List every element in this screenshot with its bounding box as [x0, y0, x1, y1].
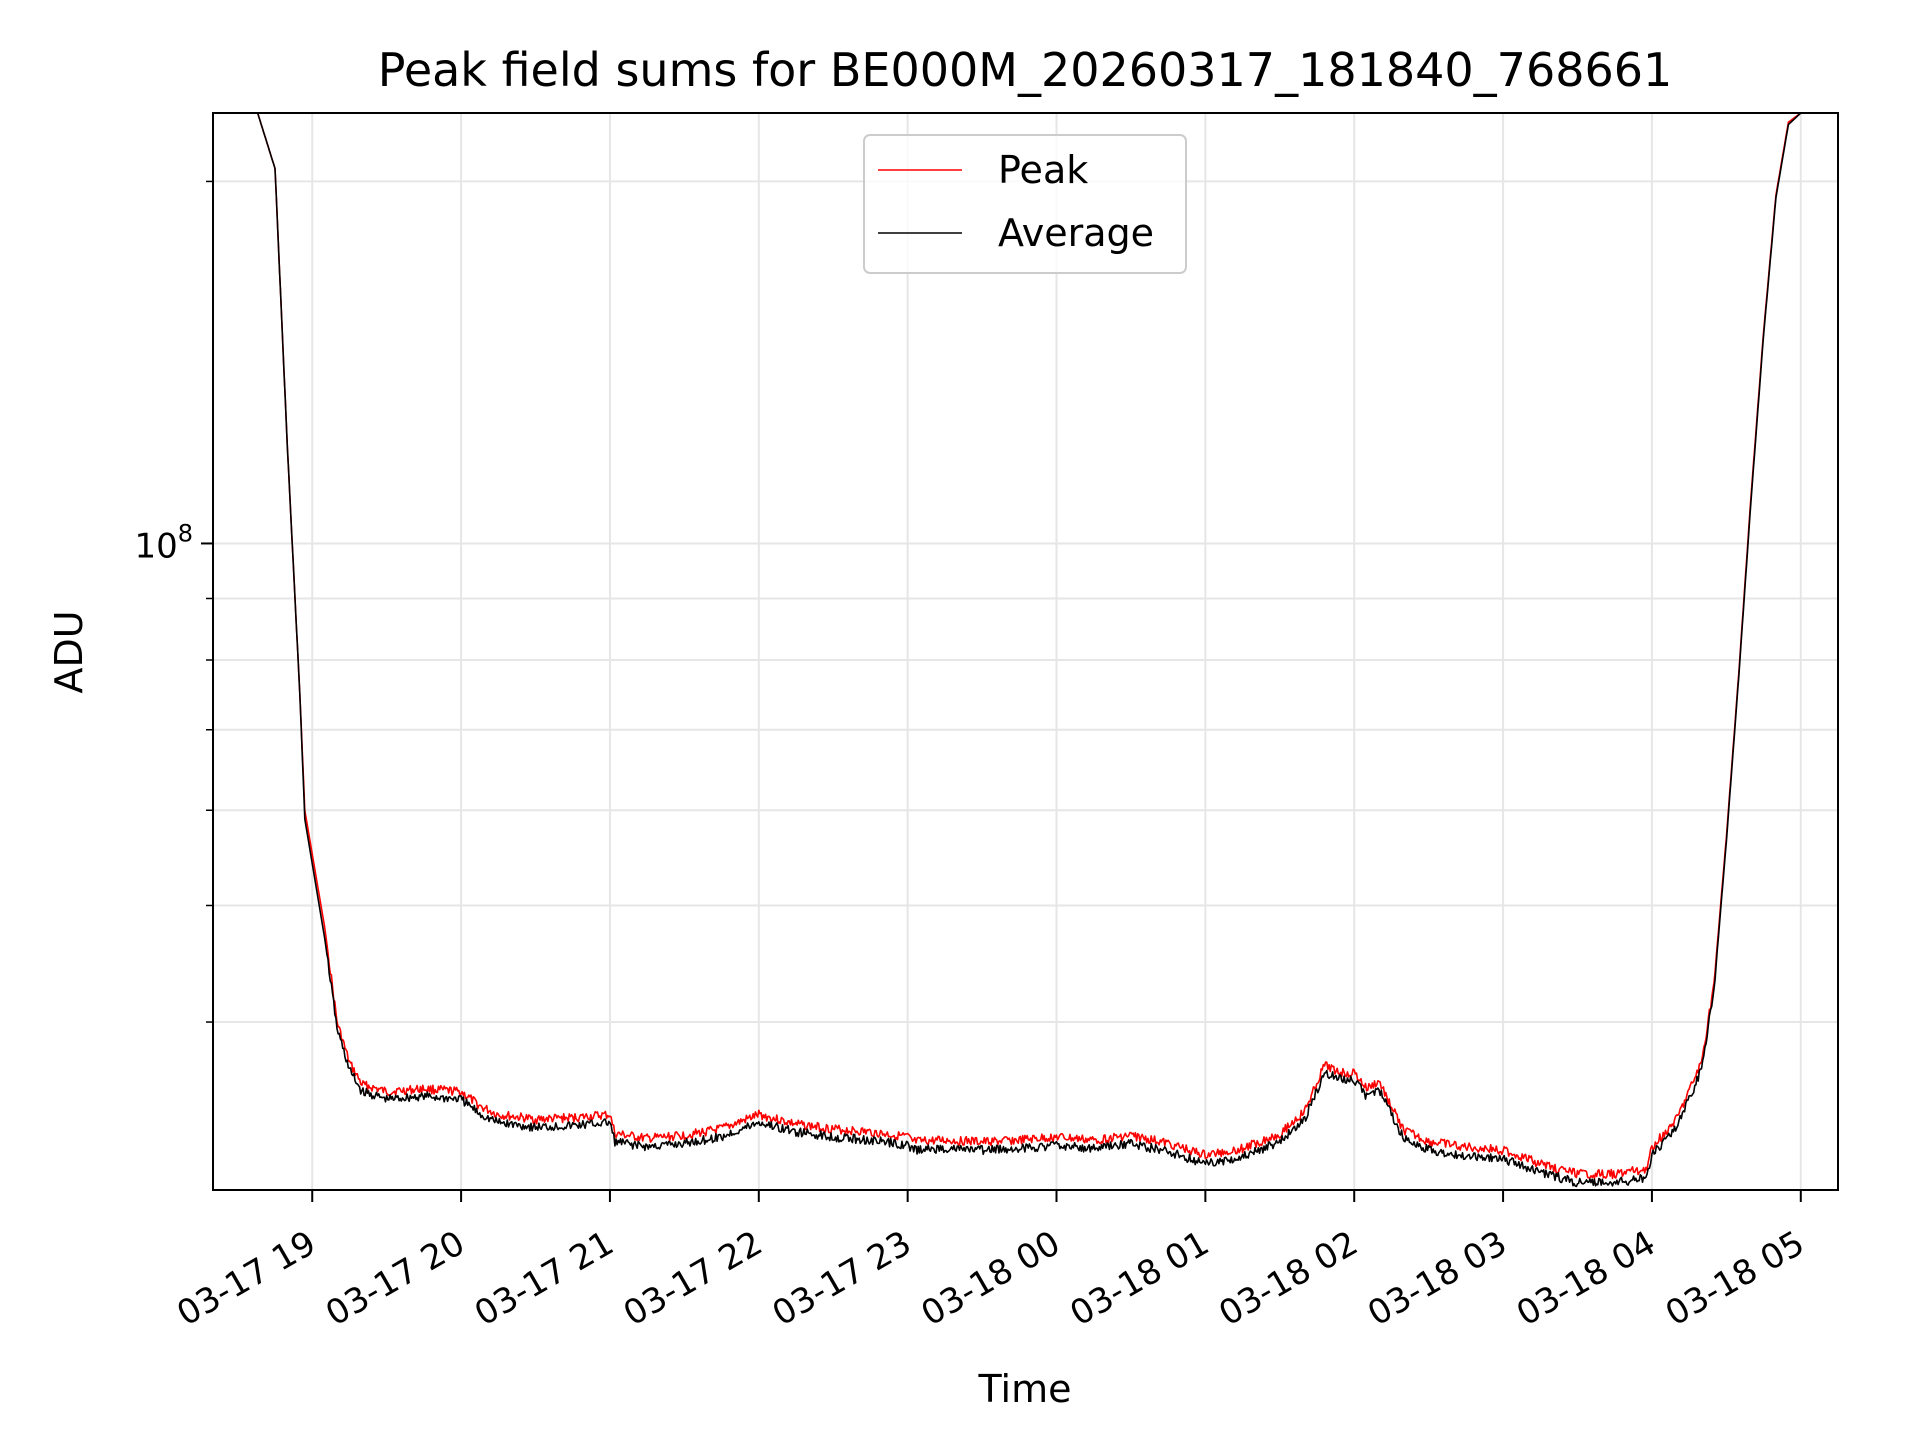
- x-axis-label: Time: [978, 1367, 1072, 1411]
- plot-frame: [212, 112, 1839, 1191]
- legend-label-peak: Peak: [998, 148, 1088, 192]
- y-axis-ticks: 108: [134, 180, 213, 1023]
- series-group: [256, 113, 1802, 1188]
- series-line-peak: [256, 113, 1802, 1180]
- legend-label-average: Average: [998, 211, 1154, 255]
- chart-title: Peak field sums for BE000M_20260317_1818…: [378, 43, 1673, 97]
- grid-lines: [213, 113, 1838, 1190]
- series-line-average: [256, 113, 1802, 1188]
- y-tick-label: 108: [134, 519, 193, 566]
- legend: Peak Average: [863, 134, 1187, 274]
- y-axis-label: ADU: [47, 610, 91, 693]
